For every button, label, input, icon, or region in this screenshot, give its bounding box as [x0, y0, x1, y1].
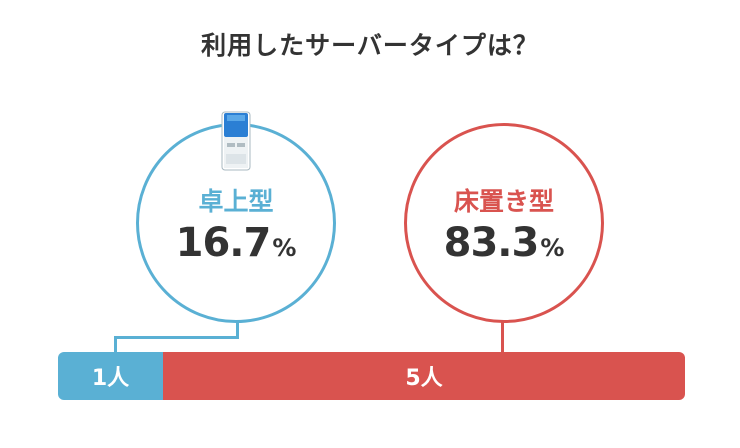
desktop-type-percent: 16.7	[175, 220, 272, 266]
floor-type-percent-unit: %	[540, 234, 565, 262]
desktop-type-percent-unit: %	[272, 234, 297, 262]
connector-line-right	[501, 320, 504, 354]
bar-segment-floor: 5人	[163, 352, 685, 400]
connector-line-left-horizontal	[114, 336, 239, 339]
floor-type-value: 83.3%	[407, 220, 601, 266]
bar-label-desktop-count: 1人	[91, 366, 130, 391]
water-server-icon	[219, 110, 253, 172]
desktop-type-label: 卓上型	[198, 187, 274, 216]
floor-type-label: 床置き型	[453, 187, 554, 216]
bar-segment-desktop: 1人	[58, 352, 163, 400]
desktop-type-value: 16.7%	[139, 220, 333, 266]
chart-title: 利用したサーバータイプは？	[201, 31, 539, 60]
connector-line-left-vertical-top	[236, 320, 239, 338]
connector-line-left-vertical-bottom	[114, 336, 117, 354]
bar-label-floor-count: 5人	[405, 366, 443, 391]
floor-type-percent: 83.3	[443, 220, 540, 266]
stacked-bar: 1人 5人	[58, 352, 685, 400]
floor-type-circle: 床置き型 83.3%	[404, 123, 604, 323]
